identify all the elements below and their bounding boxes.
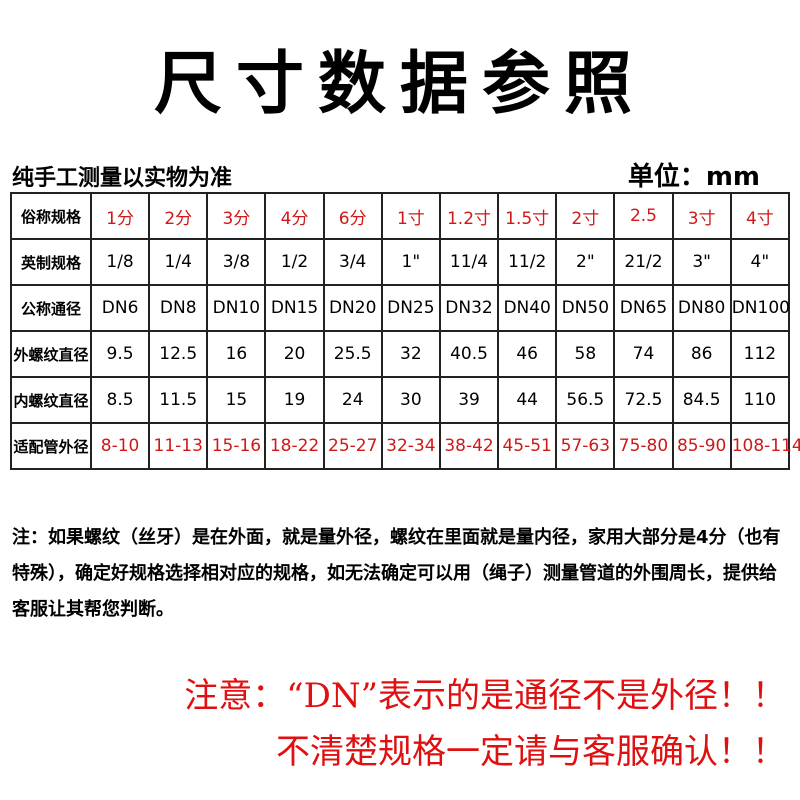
- cell: 75-80: [613, 422, 674, 470]
- cell: 45-51: [497, 422, 558, 470]
- cell: DN40: [497, 284, 558, 332]
- cell: 11/2: [497, 238, 558, 286]
- cell: 57-63: [555, 422, 616, 470]
- cell: 15: [206, 376, 267, 424]
- cell: 40.5: [438, 330, 500, 378]
- cell: 4寸: [729, 192, 791, 240]
- cell: DN25: [380, 284, 441, 332]
- cell: 15-16: [206, 422, 267, 470]
- cell: 72.5: [613, 376, 674, 424]
- cell: 19: [264, 376, 325, 424]
- row-header: 俗称规格: [10, 192, 92, 240]
- cell: 11-13: [148, 422, 209, 470]
- row-header: 内螺纹直径: [10, 376, 92, 424]
- cell: 58: [555, 330, 616, 378]
- cell: 1/8: [89, 238, 151, 286]
- cell: 25-27: [322, 422, 383, 470]
- cell: 25.5: [322, 330, 383, 378]
- cell: 32: [380, 330, 441, 378]
- subtitle: 纯手工测量以实物为准: [12, 166, 233, 191]
- cell: 4": [729, 238, 791, 286]
- cell: 8.5: [89, 376, 151, 424]
- cell: 3/4: [322, 238, 383, 286]
- title: 尺寸数据参照: [153, 45, 646, 124]
- cell: 9.5: [89, 330, 151, 378]
- cell: 8-10: [89, 422, 151, 470]
- table-row: 公称通径 DN6 DN8 DN10 DN15 DN20 DN25 DN32 DN40 DN50 DN…: [10, 284, 791, 332]
- cell: DN8: [148, 284, 209, 332]
- cell: 56.5: [555, 376, 616, 424]
- cell: DN6: [89, 284, 151, 332]
- cell: 1分: [89, 192, 151, 240]
- cell: 38-42: [438, 422, 500, 470]
- cell: 1.2寸: [438, 192, 500, 240]
- cell: 18-22: [264, 422, 325, 470]
- cell: 11/4: [438, 238, 500, 286]
- cell: 1.5寸: [497, 192, 558, 240]
- cell: 110: [729, 376, 791, 424]
- cell: 86: [671, 330, 732, 378]
- row-header: 英制规格: [10, 238, 92, 286]
- cell: DN65: [613, 284, 674, 332]
- cell: DN80: [671, 284, 732, 332]
- cell: 3": [671, 238, 732, 286]
- note: 注：如果螺纹（丝牙）是在外面，就是量外径，螺纹在里面就是量内径，家用大部分是4分…: [12, 527, 781, 620]
- table-row: 英制规格 1/8 1/4 3/8 1/2 3/4 1" 11/4 11/2 2" 21/2 3" 4": [10, 238, 791, 286]
- cell: DN15: [264, 284, 325, 332]
- cell: 6分: [322, 192, 383, 240]
- table-row: 外螺纹直径 9.5 12.5 16 20 25.5 32 40.5 46 58 74 86 112: [10, 330, 791, 378]
- cell: 16: [206, 330, 267, 378]
- row-header: 外螺纹直径: [10, 330, 92, 378]
- table-row: 适配管外径 8-10 11-13 15-16 18-22 25-27 32-34 38-42 4…: [10, 422, 800, 470]
- cell: 74: [613, 330, 674, 378]
- cell: DN10: [206, 284, 267, 332]
- cell: DN50: [555, 284, 616, 332]
- cell: 11.5: [148, 376, 209, 424]
- warning: 注意：“DN”表示的是通径不是外径！！: [184, 676, 786, 716]
- cell: 46: [497, 330, 558, 378]
- cell: 20: [264, 330, 325, 378]
- cell: 2寸: [555, 192, 616, 240]
- table-row: 俗称规格 1分 2分 3分 4分 6分 1寸 1.2寸 1.5寸 2寸 2.5 3寸 4寸: [10, 192, 791, 240]
- cell: 3/8: [206, 238, 267, 286]
- table-row: 内螺纹直径 8.5 11.5 15 19 24 30 39 44 56.5 72.5 84.5 110: [10, 376, 791, 424]
- cell: 85-90: [671, 422, 732, 470]
- cell: 1": [380, 238, 441, 286]
- cell: 21/2: [613, 238, 674, 286]
- cell: 3分: [206, 192, 267, 240]
- cell: 44: [497, 376, 558, 424]
- warning: 不清楚规格一定请与客服确认！！: [276, 732, 786, 772]
- size-table: 俗称规格 1分 2分 3分 4分 6分 1寸 1.2寸 1.5寸 2寸 2.5 3寸 4寸 英制规格 1/8…: [10, 192, 800, 470]
- cell: 1/2: [264, 238, 325, 286]
- cell: 12.5: [148, 330, 209, 378]
- row-header: 适配管外径: [10, 422, 92, 470]
- unit: 单位：mm: [627, 162, 760, 192]
- cell: 39: [438, 376, 500, 424]
- cell: 112: [729, 330, 791, 378]
- row-header: 公称通径: [10, 284, 92, 332]
- cell: 2分: [148, 192, 209, 240]
- cell: 3寸: [671, 192, 732, 240]
- cell: 32-34: [380, 422, 441, 470]
- cell: DN20: [322, 284, 383, 332]
- cell: 108-114: [729, 422, 800, 470]
- cell: DN100: [729, 284, 791, 332]
- cell: 30: [380, 376, 441, 424]
- cell: DN32: [438, 284, 500, 332]
- cell: 4分: [264, 192, 325, 240]
- cell: 24: [322, 376, 383, 424]
- cell: 2.5: [613, 192, 674, 240]
- cell: 1/4: [148, 238, 209, 286]
- cell: 1寸: [380, 192, 441, 240]
- cell: 2": [555, 238, 616, 286]
- cell: 84.5: [671, 376, 732, 424]
